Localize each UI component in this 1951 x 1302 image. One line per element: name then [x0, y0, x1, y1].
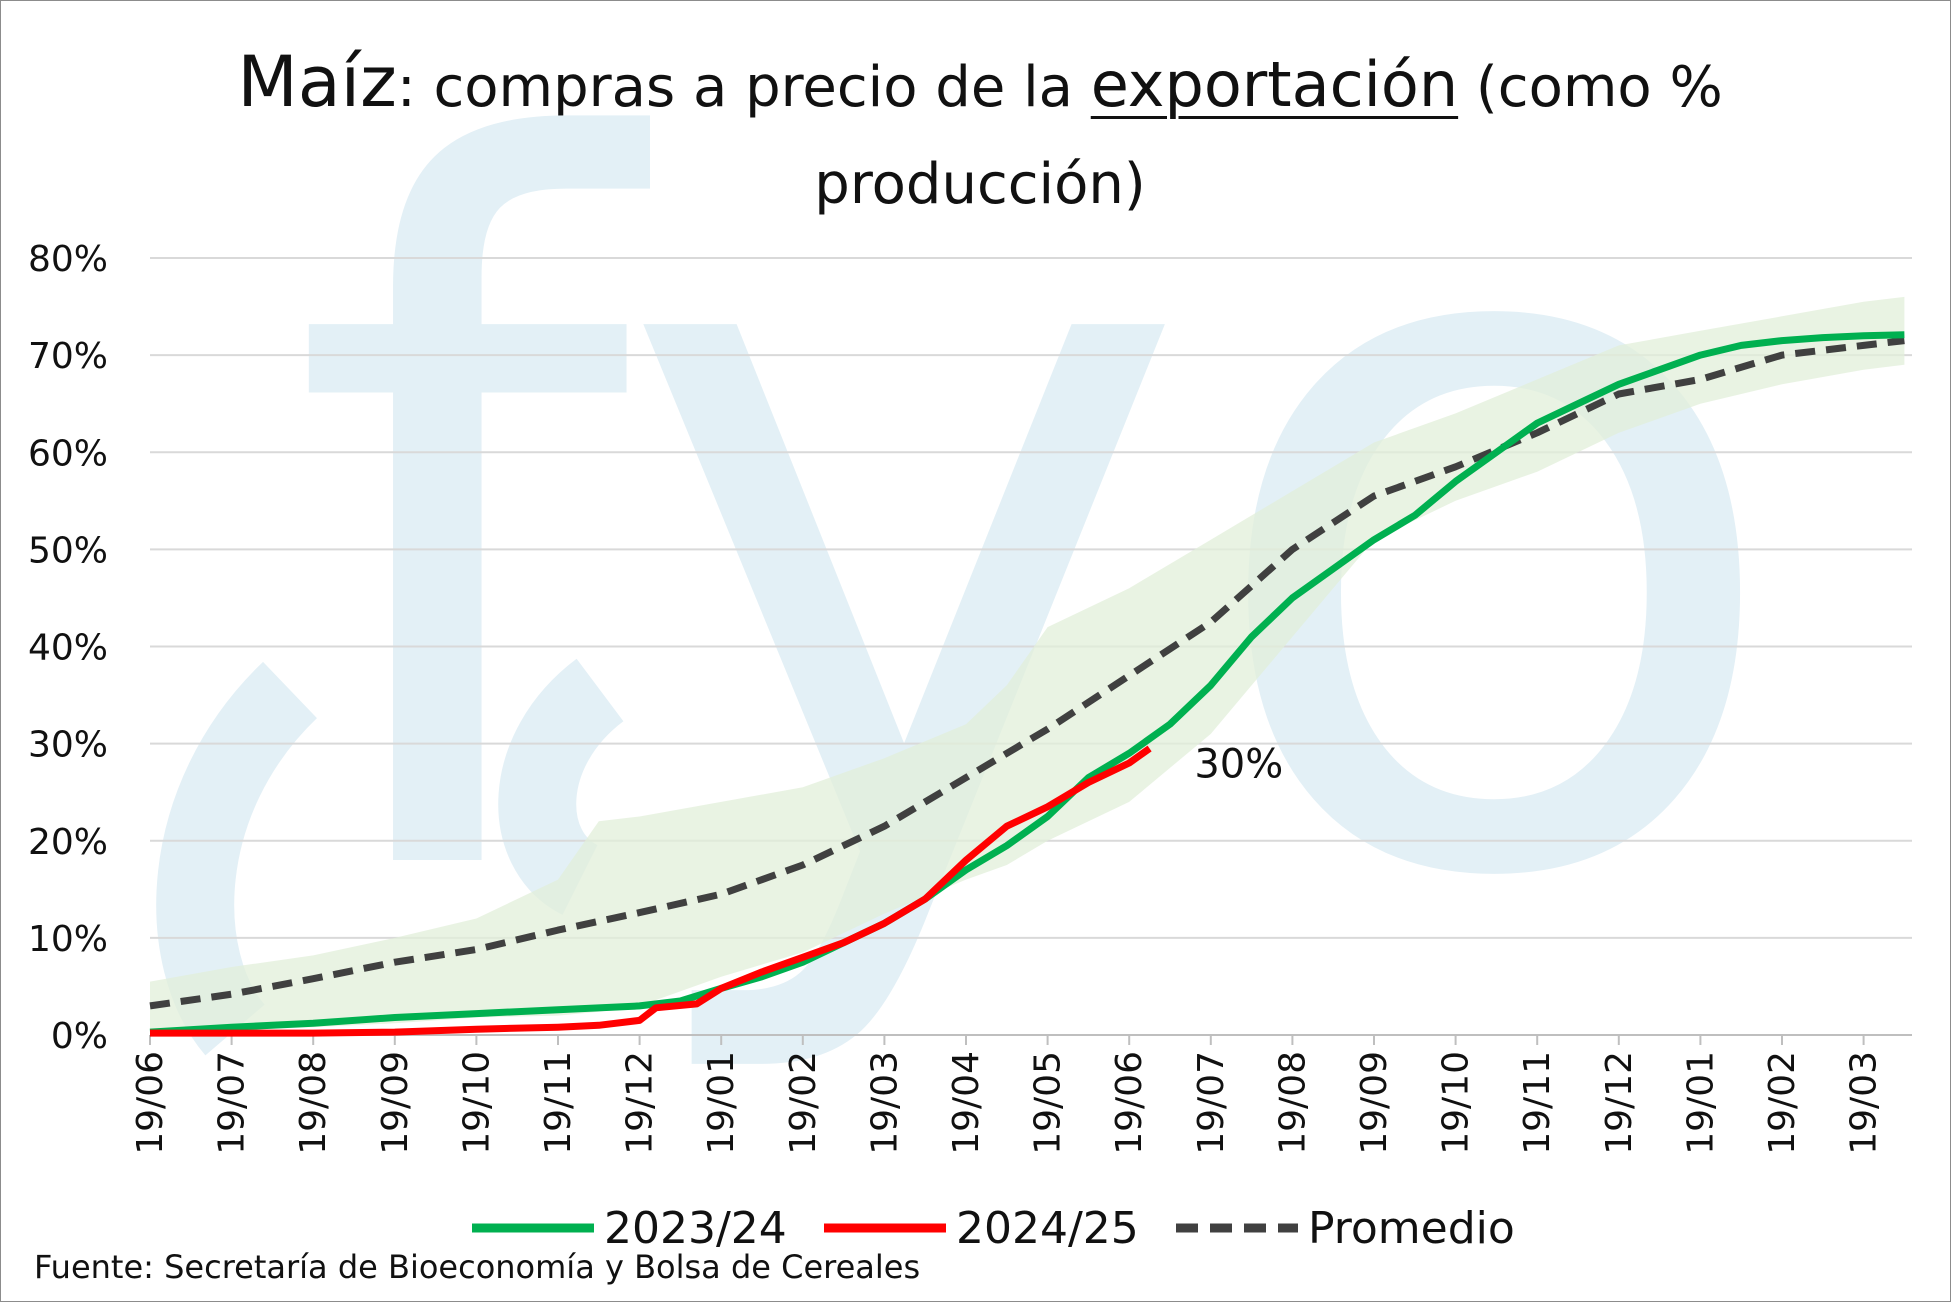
y-tick-label: 40% [28, 628, 108, 669]
legend-item-2024-25: 2024/25 [824, 1198, 1139, 1258]
title-line-2: producción) [814, 152, 1146, 217]
x-tick-label: 19/08 [293, 1051, 334, 1155]
x-tick-label: 19/01 [1680, 1051, 1721, 1155]
range-band [150, 296, 1905, 1033]
title-part-2: : compras a precio de la [396, 55, 1091, 120]
y-tick-label: 50% [28, 530, 108, 571]
source-note: Fuente: Secretaría de Bioeconomía y Bols… [34, 1248, 921, 1286]
y-tick-label: 60% [28, 433, 108, 474]
legend: 2023/24 2024/25 Promedio [0, 1198, 1951, 1258]
chart-title: Maíz: compras a precio de la exportación… [130, 40, 1830, 240]
legend-swatch-2024-25 [824, 1223, 946, 1233]
x-tick-label: 19/03 [1844, 1051, 1885, 1155]
legend-label-2023-24: 2023/24 [604, 1202, 787, 1254]
y-tick-label: 10% [28, 919, 108, 960]
x-tick-label: 19/12 [620, 1051, 661, 1155]
x-tick-label: 19/06 [130, 1051, 171, 1155]
watermark-mid-arc [498, 658, 625, 915]
y-tick-label: 70% [28, 336, 108, 377]
x-tick-label: 19/12 [1599, 1051, 1640, 1155]
x-tick-label: 19/07 [1191, 1051, 1232, 1155]
x-tick-label: 19/09 [1354, 1051, 1395, 1155]
legend-swatch-promedio [1176, 1223, 1298, 1233]
x-tick-label: 19/11 [1517, 1051, 1558, 1155]
x-tick-label: 19/11 [538, 1051, 579, 1155]
legend-swatch-2023-24 [472, 1223, 594, 1233]
y-tick-label: 20% [28, 822, 108, 863]
x-tick-label: 19/10 [1436, 1051, 1477, 1155]
legend-item-promedio: Promedio [1176, 1198, 1515, 1258]
series-line-2023-24 [149, 331, 1905, 1036]
y-tick-label: 30% [28, 725, 108, 766]
x-tick-label: 19/04 [946, 1051, 987, 1155]
y-tick-label: 0% [51, 1016, 108, 1057]
legend-label-2024-25: 2024/25 [956, 1202, 1139, 1254]
legend-item-2023-24: 2023/24 [472, 1198, 787, 1258]
x-tick-label: 19/08 [1272, 1051, 1313, 1155]
x-tick-label: 19/10 [456, 1051, 497, 1155]
x-tick-label: 19/05 [1028, 1051, 1069, 1155]
title-part-1: Maíz [237, 41, 397, 123]
x-tick-label: 19/01 [701, 1051, 742, 1155]
x-tick-label: 19/02 [783, 1051, 824, 1155]
x-tick-label: 19/09 [375, 1051, 416, 1155]
title-part-3: exportación [1090, 48, 1459, 121]
x-tick-label: 19/02 [1762, 1051, 1803, 1155]
title-part-4: (como % [1458, 55, 1723, 120]
series-line-2024-25 [150, 745, 1152, 1037]
legend-label-promedio: Promedio [1308, 1202, 1515, 1254]
series-line-promedio [149, 337, 1905, 1010]
annotation-label: 30% [1194, 741, 1283, 787]
x-tick-label: 19/03 [864, 1051, 905, 1155]
y-tick-label: 80% [28, 239, 108, 280]
x-tick-label: 19/07 [212, 1051, 253, 1155]
x-tick-label: 19/06 [1109, 1051, 1150, 1155]
